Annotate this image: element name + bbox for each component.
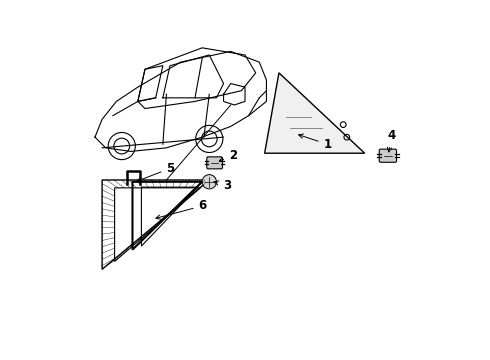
Polygon shape xyxy=(265,73,365,153)
Text: 4: 4 xyxy=(388,129,396,152)
FancyBboxPatch shape xyxy=(207,157,222,169)
Text: 6: 6 xyxy=(156,199,207,219)
Circle shape xyxy=(202,175,217,189)
Text: 3: 3 xyxy=(214,179,231,192)
Text: 1: 1 xyxy=(299,134,332,151)
Text: 2: 2 xyxy=(219,149,237,162)
FancyBboxPatch shape xyxy=(379,149,396,162)
Text: 5: 5 xyxy=(137,162,174,181)
